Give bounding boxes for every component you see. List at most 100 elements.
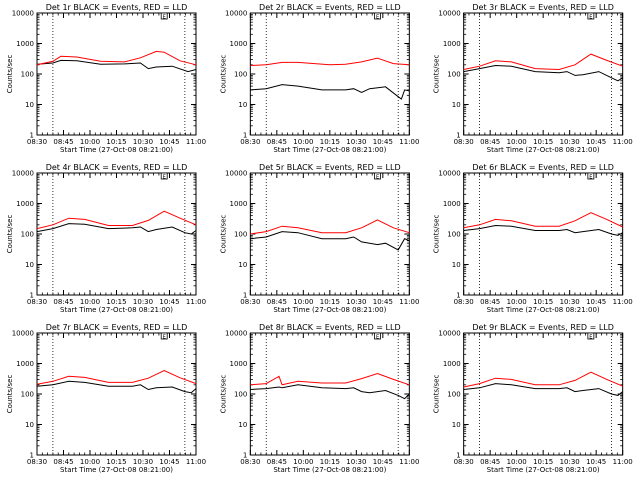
x-tick-label: 08:30 (454, 138, 474, 146)
x-axis-label: Start Time (27-Oct-08 08:21:00) (273, 306, 386, 314)
x-tick-label: 08:30 (27, 458, 47, 466)
x-tick-label: 10:00 (293, 138, 313, 146)
x-tick-label: 10:30 (133, 458, 153, 466)
plot-frame (36, 332, 197, 456)
x-tick-label: 11:00 (613, 298, 633, 306)
x-tick-label: 10:30 (133, 298, 153, 306)
y-tick-label: 1000 (16, 360, 34, 368)
x-tick-label: 10:00 (507, 298, 527, 306)
x-tick-label: 10:15 (320, 298, 340, 306)
x-tick-label: 08:45 (267, 298, 287, 306)
x-tick-label: 10:15 (533, 458, 553, 466)
y-tick-label: 1000 (443, 200, 461, 208)
x-tick-label: 08:45 (480, 138, 500, 146)
y-tick-label: 10000 (225, 170, 247, 178)
chart-title: Det 1r BLACK = Events, RED = LLD (46, 3, 188, 12)
x-tick-label: 08:30 (454, 458, 474, 466)
y-tick-label: 100 (21, 231, 34, 239)
chart-panel-2: Det 2r BLACK = Events, RED = LLD 1 10 100 10… (219, 3, 419, 154)
y-tick-label: 1000 (443, 40, 461, 48)
flag-box-marker (160, 12, 168, 20)
y-tick-label: 1000 (443, 360, 461, 368)
chart-panel-6: Det 6r BLACK = Events, RED = LLD 1 10 100 10… (433, 163, 633, 314)
y-axis-label: Counts/sec (433, 215, 441, 254)
chart-panel-8: Det 8r BLACK = Events, RED = LLD 1 10 100 10… (219, 323, 419, 474)
y-tick-label: 10 (238, 421, 247, 429)
x-tick-label: 08:45 (480, 298, 500, 306)
x-tick-label: 08:45 (480, 458, 500, 466)
chart-panel-3: Det 3r BLACK = Events, RED = LLD 1 10 100 10… (433, 3, 633, 154)
x-tick-label: 10:45 (586, 458, 606, 466)
plot-frame (249, 332, 410, 456)
y-tick-label: 10 (25, 101, 34, 109)
x-tick-label: 10:00 (80, 298, 100, 306)
chart-title: Det 5r BLACK = Events, RED = LLD (259, 163, 401, 172)
flag-box-label: E (589, 14, 592, 20)
y-tick-label: 1000 (230, 360, 248, 368)
y-tick-label: 1000 (230, 40, 248, 48)
y-tick-label: 1 (243, 132, 247, 140)
x-tick-label: 10:15 (533, 138, 553, 146)
y-tick-label: 100 (234, 391, 247, 399)
chart-panel-7: Det 7r BLACK = Events, RED = LLD 1 10 100 10… (6, 323, 206, 474)
x-tick-label: 08:45 (53, 138, 73, 146)
x-tick-label: 08:45 (267, 458, 287, 466)
x-tick-label: 10:00 (293, 458, 313, 466)
x-tick-label: 10:00 (507, 138, 527, 146)
y-axis-label: Counts/sec (433, 55, 441, 94)
series-line-events (36, 59, 197, 73)
y-tick-label: 1 (456, 132, 460, 140)
y-tick-label: 10000 (12, 170, 34, 178)
y-axis-label: Counts/sec (433, 375, 441, 414)
x-tick-label: 10:45 (586, 138, 606, 146)
series-line-lld (36, 50, 197, 66)
series-line-events (463, 64, 623, 82)
y-axis-label: Counts/sec (6, 375, 14, 414)
y-axis-label: Counts/sec (6, 55, 14, 94)
x-tick-label: 08:30 (454, 298, 474, 306)
x-tick-label: 10:00 (80, 458, 100, 466)
y-tick-label: 100 (447, 391, 460, 399)
x-tick-label: 10:45 (373, 458, 393, 466)
series-line-events (463, 224, 623, 236)
chart-title: Det 8r BLACK = Events, RED = LLD (259, 323, 401, 332)
flag-box-label: E (376, 334, 379, 340)
y-tick-label: 100 (21, 71, 34, 79)
series-line-lld (250, 219, 410, 235)
x-axis-label: Start Time (27-Oct-08 08:21:00) (487, 306, 600, 314)
x-tick-label: 10:15 (106, 458, 126, 466)
chart-title: Det 2r BLACK = Events, RED = LLD (259, 3, 401, 12)
x-tick-label: 10:30 (346, 138, 366, 146)
y-tick-label: 1000 (230, 200, 248, 208)
y-tick-label: 100 (447, 231, 460, 239)
flag-box-label: E (376, 14, 379, 20)
x-tick-label: 08:30 (240, 458, 260, 466)
chart-panel-4: Det 4r BLACK = Events, RED = LLD 1 10 100 10… (6, 163, 206, 314)
x-tick-label: 10:30 (346, 298, 366, 306)
chart-title: Det 9r BLACK = Events, RED = LLD (472, 323, 614, 332)
chart-title: Det 6r BLACK = Events, RED = LLD (472, 163, 614, 172)
y-axis-label: Counts/sec (219, 215, 227, 254)
x-tick-label: 10:00 (507, 458, 527, 466)
x-tick-label: 10:30 (560, 298, 580, 306)
y-tick-label: 10 (452, 101, 461, 109)
y-axis-label: Counts/sec (219, 375, 227, 414)
flag-box-label: E (589, 334, 592, 340)
x-tick-label: 11:00 (613, 138, 633, 146)
x-tick-label: 10:15 (320, 458, 340, 466)
series-line-events (36, 223, 197, 235)
flag-box-marker (374, 332, 381, 340)
y-tick-label: 100 (234, 231, 247, 239)
series-line-lld (463, 53, 623, 71)
x-axis-label: Start Time (27-Oct-08 08:21:00) (487, 466, 600, 474)
plot-frame (249, 12, 410, 136)
x-axis-label: Start Time (27-Oct-08 08:21:00) (60, 306, 173, 314)
y-tick-label: 1 (456, 292, 460, 300)
y-tick-label: 100 (234, 71, 247, 79)
y-tick-label: 10000 (12, 10, 34, 18)
x-tick-label: 10:15 (106, 298, 126, 306)
series-line-events (250, 384, 410, 400)
x-tick-label: 08:30 (240, 298, 260, 306)
y-tick-label: 10 (25, 261, 34, 269)
